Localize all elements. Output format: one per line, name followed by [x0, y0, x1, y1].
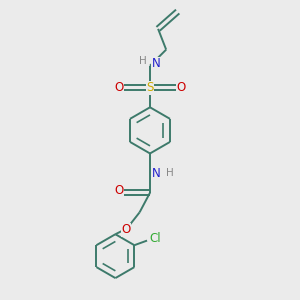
Text: S: S	[146, 81, 154, 94]
Text: N: N	[152, 57, 161, 70]
Text: O: O	[176, 81, 186, 94]
Text: Cl: Cl	[149, 232, 161, 245]
Text: O: O	[114, 184, 124, 197]
Text: H: H	[139, 56, 146, 66]
Text: O: O	[121, 223, 130, 236]
Text: N: N	[152, 167, 161, 180]
Text: H: H	[166, 168, 173, 178]
Text: O: O	[114, 81, 124, 94]
